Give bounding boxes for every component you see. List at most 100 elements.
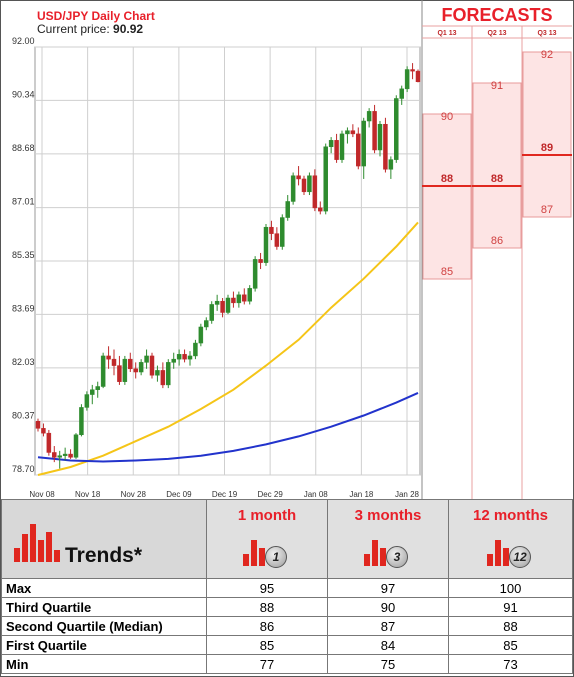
y-tick-label: 88.68 — [12, 143, 35, 153]
cell-value: 85 — [206, 635, 328, 655]
candle-body — [84, 394, 90, 408]
y-tick-label: 80.37 — [12, 410, 35, 420]
trends-header-row: Trends* 1 month 1 3 months 3 12 months 1… — [1, 499, 573, 579]
candle-body — [214, 300, 220, 305]
trend-col-3-months: 3 months 3 — [327, 499, 449, 579]
trend-col-title: 3 months — [354, 507, 422, 524]
forecast-value: 85 — [441, 266, 453, 278]
x-tick-label: Jan 08 — [304, 490, 329, 499]
cell-value: 90 — [327, 597, 449, 617]
candle-body — [258, 259, 263, 263]
candle-body — [46, 432, 52, 453]
candle-body — [106, 355, 111, 360]
candle-body — [350, 130, 356, 135]
candle-body — [242, 294, 247, 302]
current-price: Current price: 90.92 — [37, 22, 143, 36]
candle-body — [361, 120, 366, 167]
row-label: Min — [1, 654, 207, 674]
forecasts-title: FORECASTS — [441, 5, 553, 25]
cell-value: 87 — [327, 616, 449, 636]
candle-body — [198, 326, 204, 344]
candle-body — [79, 407, 84, 436]
candle-body — [318, 207, 323, 212]
cell-value: 86 — [206, 616, 328, 636]
cell-value: 84 — [327, 635, 449, 655]
forecast-quarter-label: Q3 13 — [537, 30, 556, 37]
table-row: Max 95 97 100 — [1, 578, 573, 598]
candle-body — [149, 355, 155, 376]
current-price-value: 90.92 — [113, 22, 144, 36]
candle-body — [100, 355, 106, 387]
ma-short-line — [37, 221, 419, 476]
candle-body — [52, 452, 57, 458]
bar-chart-icon — [14, 524, 60, 562]
x-tick-label: Dec 09 — [166, 490, 192, 499]
candle-body — [290, 175, 296, 202]
candle-body — [182, 354, 187, 360]
candle-body — [225, 297, 231, 313]
cell-value: 73 — [448, 654, 573, 674]
y-tick-label: 83.69 — [12, 303, 35, 313]
forecast-range-band — [422, 113, 472, 280]
cell-value: 97 — [327, 578, 449, 598]
candle-body — [399, 88, 404, 99]
trends-table: Trends* 1 month 1 3 months 3 12 months 1… — [1, 499, 573, 674]
candle-body — [269, 226, 274, 234]
y-tick-label: 82.03 — [12, 357, 35, 367]
candle-body — [133, 368, 138, 373]
forecast-value: 91 — [491, 80, 503, 92]
trends-label: Trends* — [65, 544, 143, 567]
candle-body — [307, 175, 312, 193]
candle-body — [323, 146, 328, 212]
table-row: Third Quartile 88 90 91 — [1, 597, 573, 617]
forecast-range-band — [472, 82, 522, 249]
x-tick-label: Nov 18 — [75, 490, 101, 499]
candle-body — [312, 175, 318, 209]
candle-body — [388, 159, 394, 170]
candle-body — [62, 453, 68, 456]
forecast-value: 88 — [491, 173, 503, 185]
candle-body — [372, 111, 377, 151]
candle-body — [263, 226, 269, 263]
candle-body — [41, 428, 46, 434]
candle-body — [296, 175, 301, 180]
y-tick-label: 92.00 — [12, 36, 35, 46]
candle-body — [220, 300, 225, 313]
x-tick-label: Jan 28 — [395, 490, 420, 499]
x-tick-label: Nov 08 — [29, 490, 55, 499]
row-label: Third Quartile — [1, 597, 207, 617]
row-label: Max — [1, 578, 207, 598]
candle-body — [404, 69, 410, 90]
bar-chart-icon — [243, 540, 271, 566]
forecast-range-band — [522, 51, 572, 218]
forecast-value: 89 — [541, 142, 553, 154]
row-label: First Quartile — [1, 635, 207, 655]
forecast-quarter-label: Q1 13 — [437, 30, 456, 37]
candle-body — [334, 140, 339, 160]
trend-col-title: 1 month — [237, 507, 297, 524]
candle-body — [138, 362, 144, 373]
candle-body — [356, 133, 361, 167]
candle-body — [122, 358, 128, 382]
trend-col-title: 12 months — [472, 507, 548, 524]
bar-chart-icon — [364, 540, 392, 566]
candle-body — [285, 201, 290, 218]
candle-body — [171, 358, 176, 363]
x-tick-label: Dec 29 — [257, 490, 283, 499]
candle-body — [394, 98, 399, 160]
trends-title-cell: Trends* — [1, 499, 207, 579]
y-tick-label: 90.34 — [12, 89, 35, 99]
candle-body — [252, 259, 258, 289]
candle-body — [73, 434, 79, 458]
x-tick-label: Nov 28 — [121, 490, 147, 499]
forecast-quarter-label: Q2 13 — [487, 30, 506, 37]
trend-col-12-months: 12 months 12 — [448, 499, 573, 579]
candle-body — [410, 69, 415, 72]
ma-long-line — [37, 391, 419, 463]
table-row: Second Quartile (Median) 86 87 88 — [1, 616, 573, 636]
forecast-value: 92 — [541, 49, 553, 61]
candle-body — [111, 358, 117, 366]
candle-body — [236, 294, 242, 304]
candle-body — [35, 421, 41, 429]
y-tick-label: 87.01 — [12, 197, 35, 207]
